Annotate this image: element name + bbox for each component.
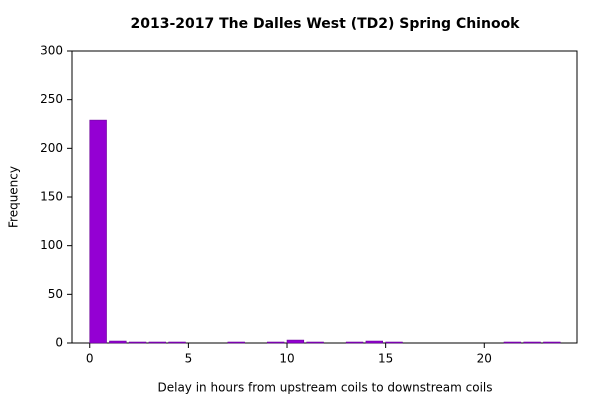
x-tick-label: 20	[477, 352, 492, 366]
bar	[266, 341, 285, 344]
bar	[109, 340, 127, 344]
y-tick-label: 50	[48, 287, 63, 301]
bar	[365, 340, 383, 344]
y-tick-label: 0	[55, 336, 63, 350]
bar	[227, 341, 245, 344]
bar	[286, 339, 305, 344]
bar	[148, 341, 167, 344]
x-tick-label: 5	[185, 352, 193, 366]
bar	[385, 341, 403, 344]
chart-title: 2013-2017 The Dalles West (TD2) Spring C…	[130, 16, 520, 32]
x-tick-label: 0	[86, 352, 94, 366]
bar	[128, 341, 147, 344]
bar	[168, 341, 186, 344]
y-tick-label: 100	[40, 238, 63, 252]
x-tick-label: 15	[378, 352, 393, 366]
y-tick-label: 300	[40, 44, 63, 58]
bar	[306, 341, 324, 344]
bar	[345, 341, 364, 344]
bar	[543, 341, 561, 344]
y-tick-label: 250	[40, 92, 63, 106]
y-tick-label: 200	[40, 141, 63, 155]
bar	[523, 341, 541, 344]
plot-area	[71, 50, 578, 344]
bar	[503, 341, 522, 344]
y-tick-label: 150	[40, 190, 63, 204]
x-tick-label: 10	[279, 352, 294, 366]
bar	[89, 119, 107, 344]
x-axis-label: Delay in hours from upstream coils to do…	[157, 381, 492, 395]
y-axis-label: Frequency	[7, 166, 21, 228]
